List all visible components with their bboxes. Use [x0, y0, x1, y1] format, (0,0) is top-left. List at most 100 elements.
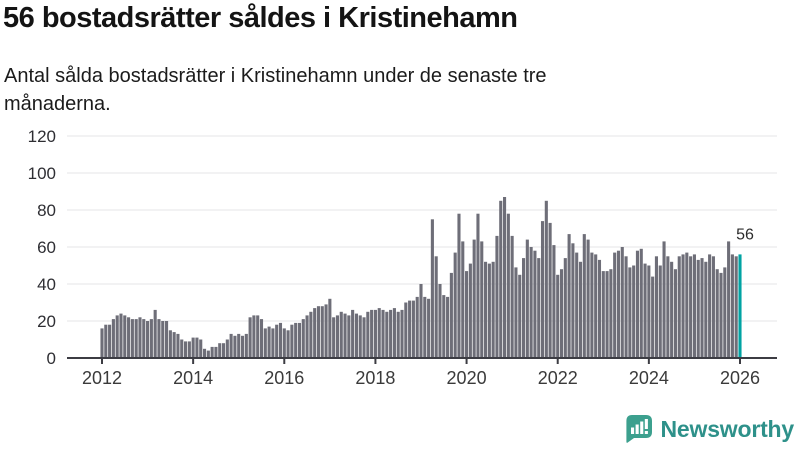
bar — [521, 258, 526, 358]
bar — [115, 315, 119, 358]
bar — [628, 267, 632, 359]
bar — [613, 252, 617, 359]
bar — [286, 330, 290, 359]
bar — [423, 296, 427, 358]
x-tick-label: 2014 — [173, 368, 213, 388]
bar — [571, 243, 575, 358]
y-tick-label: 120 — [28, 127, 56, 146]
bar-chart: 0 20 40 60 80 100 120 2012 2014 2016 2018 2020 2022 2… — [28, 127, 777, 388]
bar — [419, 284, 423, 358]
bar — [654, 256, 658, 359]
bar — [335, 315, 339, 358]
bar — [559, 269, 564, 358]
bar — [400, 309, 404, 358]
bar — [389, 309, 393, 358]
bar — [685, 252, 689, 359]
chart-subtitle-line-1: Antal sålda bostadsrätter i Kristinehamn… — [4, 65, 547, 87]
bar — [499, 200, 503, 359]
bar — [453, 252, 457, 359]
bar — [563, 258, 567, 358]
bar — [100, 328, 104, 358]
bar — [537, 258, 541, 358]
bar — [176, 333, 180, 358]
bar — [206, 350, 210, 358]
bar — [161, 321, 165, 358]
bar — [358, 315, 362, 358]
x-tick-label: 2020 — [447, 368, 487, 388]
bar — [590, 252, 594, 359]
bar — [552, 245, 556, 358]
bar — [708, 254, 712, 358]
bar — [734, 256, 738, 359]
bar — [123, 315, 127, 358]
bar — [533, 250, 537, 358]
bar — [495, 235, 499, 358]
bar — [184, 341, 188, 359]
bar — [408, 300, 412, 358]
bar — [696, 259, 700, 358]
bar — [639, 248, 643, 358]
bar — [620, 247, 624, 358]
bar — [476, 213, 480, 358]
bar — [427, 298, 431, 358]
bar — [168, 330, 172, 359]
bar — [377, 308, 381, 359]
bar — [711, 256, 715, 359]
bar — [461, 241, 465, 358]
bar — [127, 317, 131, 358]
bar — [237, 333, 241, 358]
bar — [411, 300, 415, 358]
bar — [202, 348, 207, 359]
bar — [347, 315, 351, 358]
bar — [252, 315, 256, 358]
bar — [670, 261, 674, 358]
bar — [294, 322, 298, 358]
bar — [134, 319, 138, 358]
bar — [153, 309, 157, 358]
bar — [138, 317, 142, 358]
bar — [191, 337, 195, 358]
highlighted-bar — [738, 254, 742, 358]
y-tick-label: 60 — [37, 238, 56, 257]
bar — [438, 284, 442, 358]
bar — [556, 274, 560, 359]
bar — [142, 319, 146, 358]
newsworthy-brand-text: Newsworthy — [660, 416, 795, 442]
bar — [510, 235, 514, 358]
bar — [544, 200, 548, 359]
bar — [316, 306, 321, 358]
bar — [195, 337, 199, 358]
bar — [465, 271, 469, 359]
bar — [597, 259, 602, 358]
bar — [673, 269, 677, 358]
bar — [297, 322, 302, 358]
bar — [404, 302, 408, 358]
bar — [715, 269, 719, 358]
bar — [586, 239, 590, 358]
bar — [434, 256, 438, 359]
y-tick-label: 80 — [37, 201, 56, 220]
bar — [282, 328, 286, 358]
bar — [396, 311, 400, 359]
bar — [240, 335, 245, 358]
bar — [643, 263, 647, 358]
bar — [218, 343, 222, 358]
bar — [119, 313, 123, 358]
bar — [503, 197, 507, 358]
bar — [491, 261, 495, 358]
bar — [506, 213, 510, 358]
bar — [263, 328, 267, 358]
bar — [271, 328, 275, 358]
bar — [700, 258, 704, 358]
bar — [525, 239, 529, 358]
bar — [651, 276, 655, 358]
x-tick-label: 2026 — [720, 368, 760, 388]
y-tick-label: 0 — [47, 349, 56, 368]
bar — [647, 265, 651, 358]
bar — [301, 319, 305, 358]
bar — [692, 254, 696, 358]
bar — [662, 241, 666, 358]
bar — [278, 322, 283, 358]
bar — [578, 261, 583, 358]
